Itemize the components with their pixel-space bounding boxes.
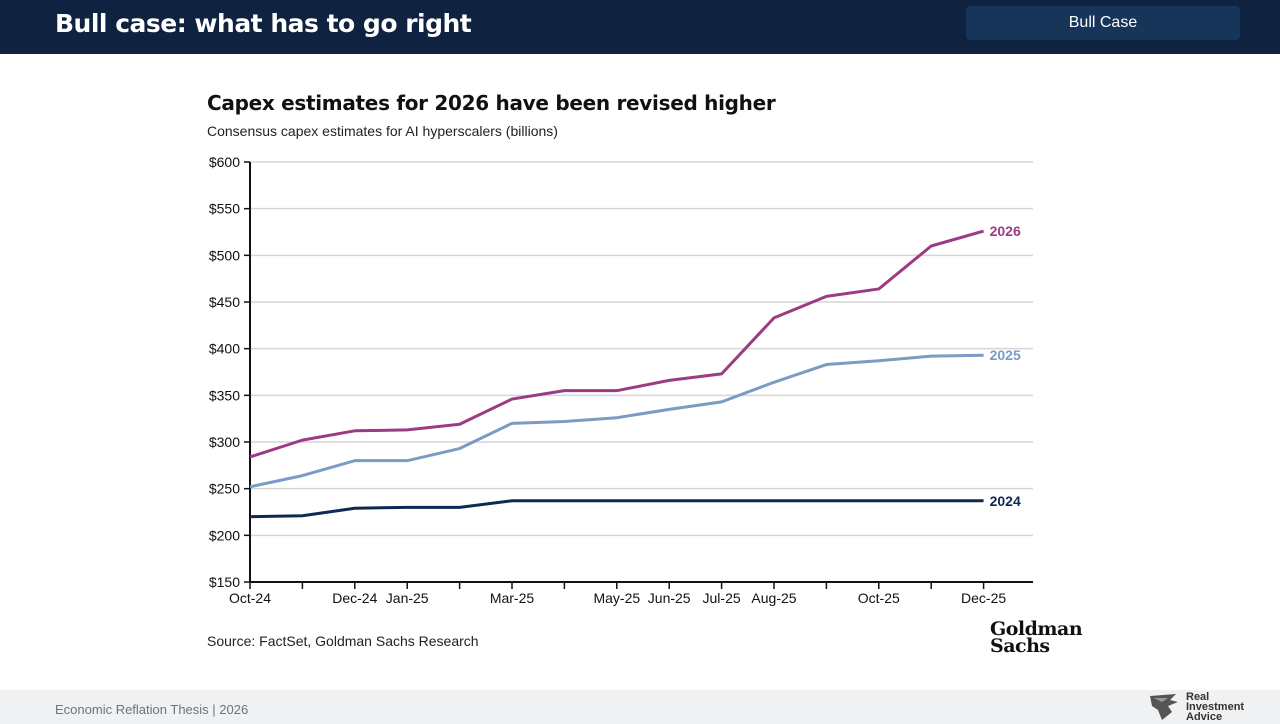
y-tick-label: $150	[209, 574, 240, 590]
y-tick-label: $450	[209, 294, 240, 310]
y-tick-label: $200	[209, 527, 240, 543]
logo-line: Goldman	[990, 618, 1083, 640]
bull-case-button[interactable]: Bull Case	[966, 6, 1240, 40]
y-tick-label: $250	[209, 481, 240, 497]
series-label-2024: 2024	[990, 493, 1021, 509]
chart-subtitle: Consensus capex estimates for AI hypersc…	[207, 123, 558, 139]
header-bar: Bull case: what has to go right Bull Cas…	[0, 0, 1280, 54]
goldman-sachs-logo: Goldman Sachs	[990, 618, 1083, 657]
y-tick-label: $300	[209, 434, 240, 450]
x-tick-label: Oct-25	[858, 590, 900, 606]
y-tick-label: $550	[209, 201, 240, 217]
eagle-icon	[1150, 694, 1178, 720]
source-note: Source: FactSet, Goldman Sachs Research	[207, 633, 479, 649]
real-investment-advice-logo: Real Investment Advice	[1148, 691, 1245, 723]
x-tick-label: Dec-25	[961, 590, 1006, 606]
series-label-2026: 2026	[990, 223, 1021, 239]
chart-title: Capex estimates for 2026 have been revis…	[207, 91, 776, 115]
x-tick-label: Mar-25	[490, 590, 535, 606]
y-tick-label: $500	[209, 247, 240, 263]
x-tick-label: Dec-24	[332, 590, 377, 606]
x-tick-label: Jan-25	[386, 590, 429, 606]
x-tick-label: Jul-25	[703, 590, 741, 606]
logo-line: Investment	[1186, 701, 1245, 713]
footer-text: Economic Reflation Thesis | 2026	[55, 702, 249, 717]
logo-line: Sachs	[990, 635, 1050, 657]
logo-line: Real	[1186, 691, 1210, 703]
footer-bar: Economic Reflation Thesis | 2026 Real In…	[0, 690, 1280, 724]
series-line-2026	[249, 229, 985, 459]
x-tick-label: Jun-25	[648, 590, 691, 606]
y-tick-label: $600	[209, 154, 240, 170]
series-label-2025: 2025	[990, 347, 1021, 363]
y-tick-label: $350	[209, 387, 240, 403]
logo-line: Advice	[1186, 711, 1223, 723]
slide-title: Bull case: what has to go right	[55, 9, 472, 38]
y-tick-label: $400	[209, 341, 240, 357]
x-tick-label: May-25	[593, 590, 640, 606]
series-line-2025	[249, 353, 984, 489]
series-line-2024	[249, 499, 984, 519]
x-tick-label: Aug-25	[751, 590, 796, 606]
x-tick-label: Oct-24	[229, 590, 271, 606]
